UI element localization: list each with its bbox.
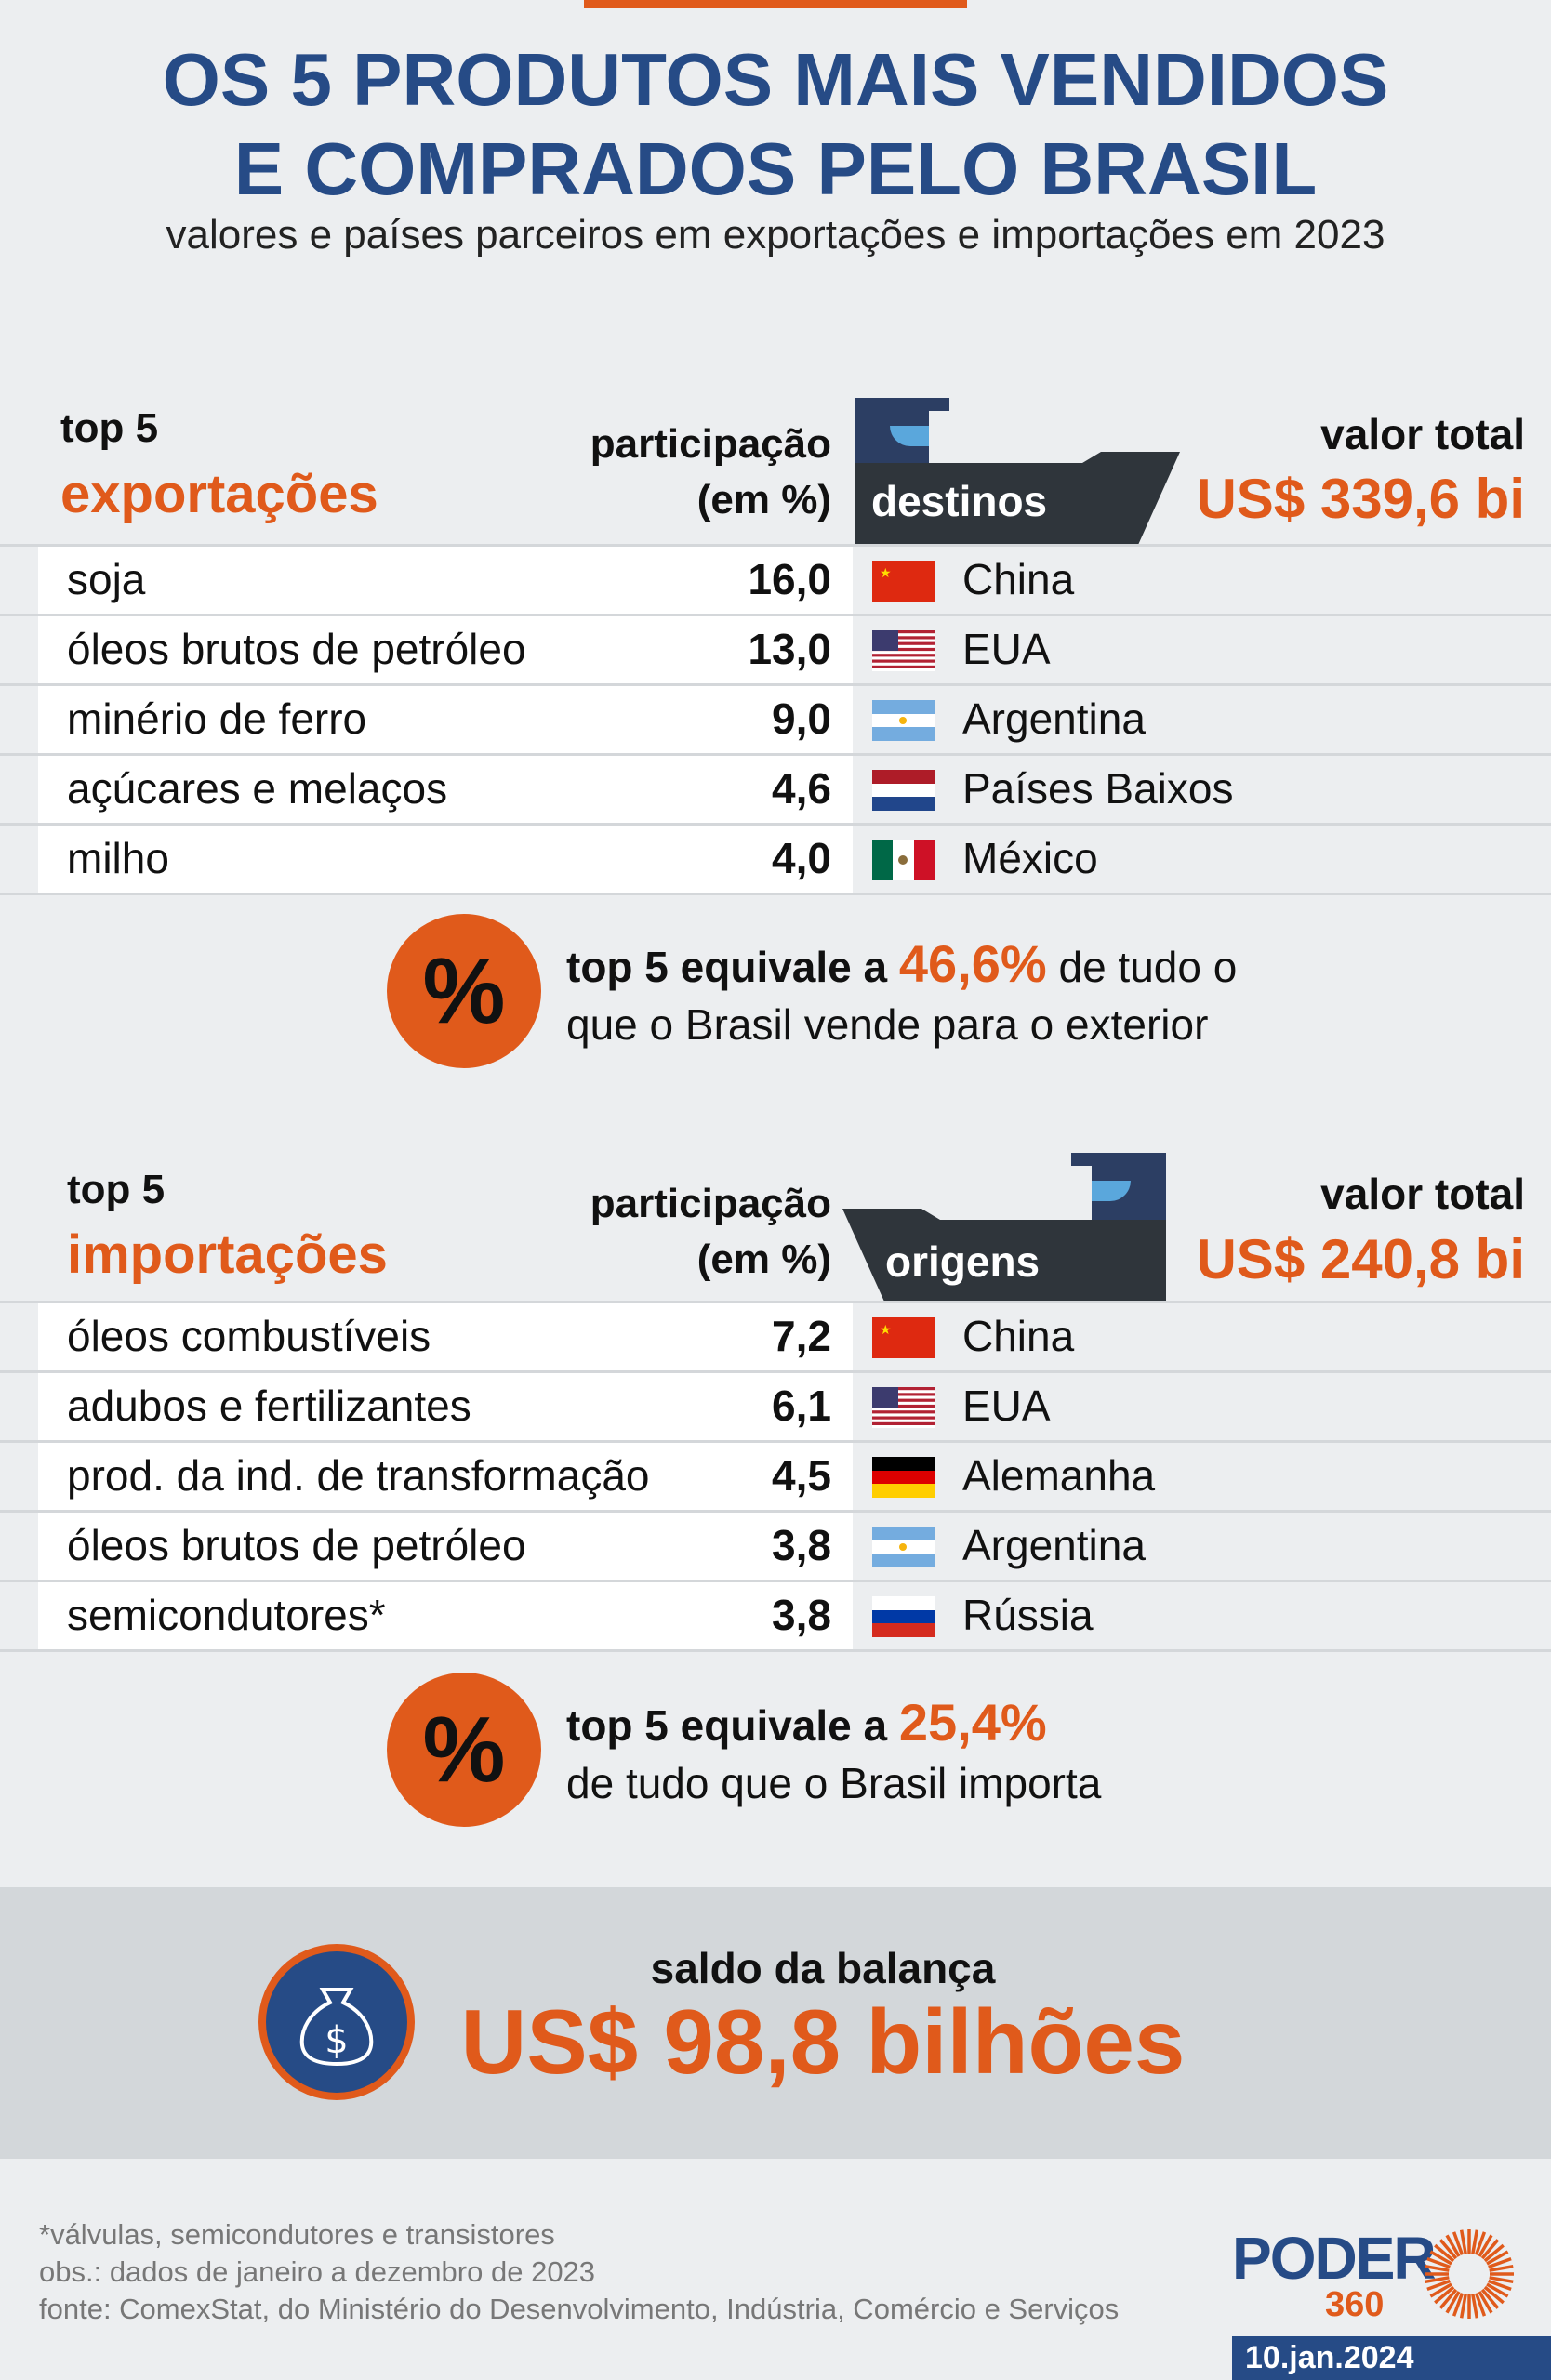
exports-summary: top 5 equivale a 46,6% de tudo o que o Br… xyxy=(566,934,1238,1050)
exports-total-label: valor total xyxy=(1320,410,1525,458)
balance-band xyxy=(0,1887,1551,2159)
share-value: 3,8 xyxy=(772,1521,831,1569)
product-name: semicondutores* xyxy=(67,1591,386,1639)
country-name: China xyxy=(962,1312,1075,1360)
exports-share-header: participação (em %) xyxy=(590,421,831,522)
country-name: Argentina xyxy=(962,1521,1146,1569)
row-cell xyxy=(38,686,853,753)
row-cell xyxy=(38,1373,853,1440)
argentina-flag-icon xyxy=(872,700,935,741)
product-name: soja xyxy=(67,555,146,603)
imports-total-value: US$ 240,8 bi xyxy=(1196,1228,1525,1290)
product-name: adubos e fertilizantes xyxy=(67,1382,471,1430)
row-cell xyxy=(38,1582,853,1649)
row-cell xyxy=(38,1303,853,1370)
table-row: óleos brutos de petróleo 3,8 Argentina xyxy=(0,1513,1551,1582)
usa-flag-icon xyxy=(872,630,935,671)
balance-value: US$ 98,8 bilhões xyxy=(460,1990,1186,2093)
share-value: 7,2 xyxy=(772,1312,831,1360)
exports-heading: exportações xyxy=(60,464,378,524)
share-value: 3,8 xyxy=(772,1591,831,1639)
table-row: minério de ferro 9,0 Argentina xyxy=(0,686,1551,756)
page-title: OS 5 PRODUTOS MAIS VENDIDOS E COMPRADOS P… xyxy=(162,38,1389,210)
china-flag-icon: ★ xyxy=(872,1317,935,1358)
footnotes: *válvulas, semicondutores e transistores… xyxy=(39,2218,1120,2325)
table-row: semicondutores* 3,8 Rússia xyxy=(0,1582,1551,1652)
ship-icon xyxy=(842,1153,1166,1302)
share-value: 16,0 xyxy=(748,555,831,603)
row-cell xyxy=(38,1443,853,1510)
exports-top5: top 5 xyxy=(60,405,159,451)
share-value: 4,0 xyxy=(772,834,831,882)
table-row: óleos brutos de petróleo 13,0 EUA xyxy=(0,616,1551,686)
imports-share-header: participação (em %) xyxy=(590,1181,831,1282)
product-name: minério de ferro xyxy=(67,694,367,743)
product-name: óleos brutos de petróleo xyxy=(67,1521,526,1569)
country-name: EUA xyxy=(962,625,1051,673)
argentina-flag-icon xyxy=(872,1527,935,1567)
usa-flag-icon xyxy=(872,1387,935,1428)
logo-text: PODER xyxy=(1232,2225,1437,2292)
table-row: prod. da ind. de transformação 4,5 Alema… xyxy=(0,1443,1551,1513)
exports-total-value: US$ 339,6 bi xyxy=(1196,468,1525,530)
netherlands-flag-icon xyxy=(872,770,935,811)
country-name: Rússia xyxy=(962,1591,1094,1639)
logo-sun-icon xyxy=(1425,2229,1514,2319)
table-row: adubos e fertilizantes 6,1 EUA xyxy=(0,1373,1551,1443)
table-row: milho 4,0 México xyxy=(0,826,1551,895)
svg-text:$: $ xyxy=(325,2019,348,2062)
product-name: prod. da ind. de transformação xyxy=(67,1451,650,1500)
share-value: 13,0 xyxy=(748,625,831,673)
share-value: 4,5 xyxy=(772,1451,831,1500)
product-name: açúcares e melaços xyxy=(67,764,448,813)
table-row: óleos combustíveis 7,2 ★ China xyxy=(0,1303,1551,1373)
svg-text:★: ★ xyxy=(880,1322,892,1337)
percent-icon: % xyxy=(387,1673,541,1827)
ship-icon xyxy=(855,398,1180,545)
page-subtitle: valores e países parceiros em exportaçõe… xyxy=(166,212,1385,258)
top-accent-bar xyxy=(584,0,967,8)
share-value: 4,6 xyxy=(772,764,831,813)
date-badge: 10.jan.2024 xyxy=(1232,2336,1551,2380)
country-name: Alemanha xyxy=(962,1451,1156,1500)
table-row: soja 16,0 ★ China xyxy=(0,547,1551,616)
row-cell xyxy=(38,756,853,823)
imports-heading: importações xyxy=(67,1224,388,1285)
country-name: China xyxy=(962,555,1075,603)
imports-summary: top 5 equivale a 25,4% de tudo que o Bras… xyxy=(566,1693,1102,1808)
imports-total-label: valor total xyxy=(1320,1170,1525,1218)
country-name: EUA xyxy=(962,1382,1051,1430)
germany-flag-icon xyxy=(872,1457,935,1498)
row-cell xyxy=(38,616,853,683)
country-name: Países Baixos xyxy=(962,764,1234,813)
russia-flag-icon xyxy=(872,1596,935,1637)
balance-label: saldo da balança xyxy=(650,1944,996,1992)
country-name: Argentina xyxy=(962,694,1146,743)
percent-icon: % xyxy=(387,914,541,1068)
mexico-flag-icon xyxy=(872,840,935,880)
svg-text:★: ★ xyxy=(880,565,892,580)
country-name: México xyxy=(962,834,1098,882)
imports-top5: top 5 xyxy=(67,1167,166,1212)
share-value: 6,1 xyxy=(772,1382,831,1430)
product-name: milho xyxy=(67,834,169,882)
china-flag-icon: ★ xyxy=(872,561,935,602)
row-cell xyxy=(38,826,853,892)
logo-number: 360 xyxy=(1325,2285,1385,2324)
product-name: óleos combustíveis xyxy=(67,1312,431,1360)
exports-partner-header: destinos xyxy=(871,477,1048,525)
share-value: 9,0 xyxy=(772,694,831,743)
money-bag-icon: $ xyxy=(258,1944,415,2100)
row-cell xyxy=(38,1513,853,1580)
table-row: açúcares e melaços 4,6 Países Baixos xyxy=(0,756,1551,826)
imports-partner-header: origens xyxy=(885,1237,1041,1286)
product-name: óleos brutos de petróleo xyxy=(67,625,526,673)
row-cell xyxy=(38,547,853,614)
